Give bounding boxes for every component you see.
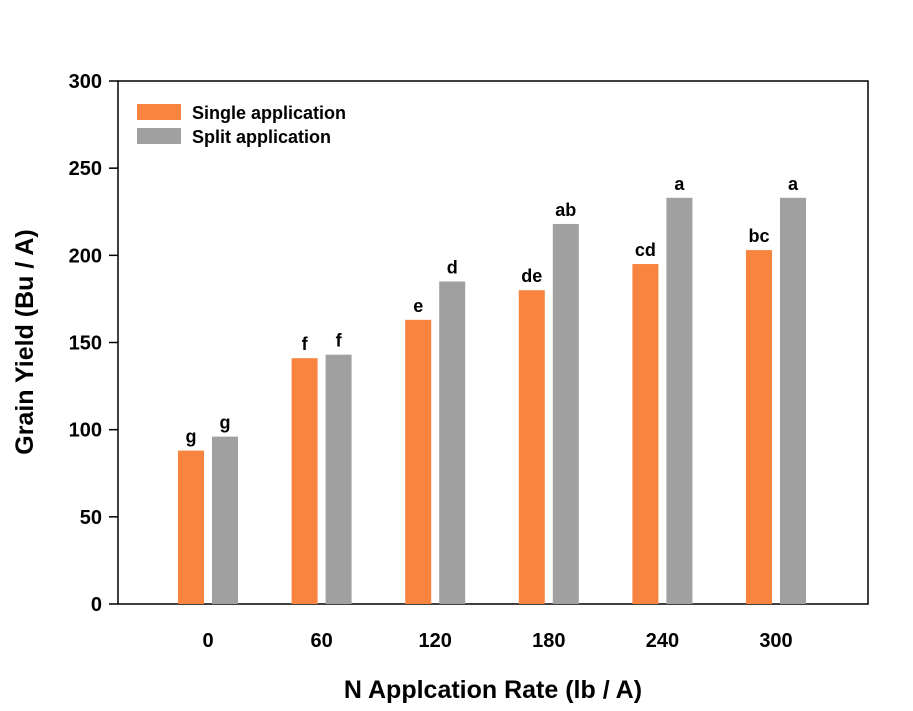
x-tick-label: 0 [202,630,213,652]
bar-letter-label: cd [635,240,656,260]
bar-letter-label: e [413,296,423,316]
bar-letter-label: a [674,174,685,194]
x-axis-title: N Applcation Rate (lb / A) [344,676,642,704]
bar-single [746,250,772,604]
legend-label-single: Single application [192,103,346,123]
bar-split [325,354,352,604]
bar-single [632,264,659,604]
bar-labels: g g f f e d de ab cd a bc a [186,174,799,447]
bar-letter-label: a [788,174,799,194]
y-tick-label: 150 [69,333,102,355]
y-tick-label: 250 [69,158,102,180]
y-axis: 0 50 100 150 200 250 300 [69,71,118,616]
y-tick-label: 0 [91,594,102,616]
bar-letter-label: de [521,266,542,286]
legend-swatch-split [137,128,181,144]
legend: Single application Split application [137,103,346,147]
y-axis-title: Grain Yield (Bu / A) [11,229,39,455]
bar-letter-label: d [447,257,458,277]
bar-split [552,223,579,604]
x-tick-label: 60 [310,630,332,652]
legend-label-split: Split application [192,127,331,147]
bars [178,197,806,604]
bar-split [439,281,466,604]
bar-letter-label: f [302,334,309,354]
y-tick-label: 100 [69,420,102,442]
x-tick-label: 180 [532,630,565,652]
bar-letter-label: g [220,413,231,433]
y-tick-label: 300 [69,71,102,93]
bar-single [405,319,432,604]
y-tick-label: 50 [80,507,102,529]
bar-letter-label: f [336,331,343,351]
bar-single [518,290,545,604]
bar-single [178,450,204,604]
x-tick-label: 240 [646,630,679,652]
legend-swatch-single [137,104,181,120]
bar-letter-label: bc [748,226,769,246]
bar-single [291,358,318,604]
x-tick-label: 300 [759,630,792,652]
bar-letter-label: ab [555,200,576,220]
bar-split [780,197,806,604]
x-axis: 0 60 120 180 240 300 [202,630,792,652]
x-tick-label: 120 [419,630,452,652]
bar-split [666,197,693,604]
bar-letter-label: g [186,427,197,447]
bar-split [212,436,238,604]
y-tick-label: 200 [69,245,102,267]
